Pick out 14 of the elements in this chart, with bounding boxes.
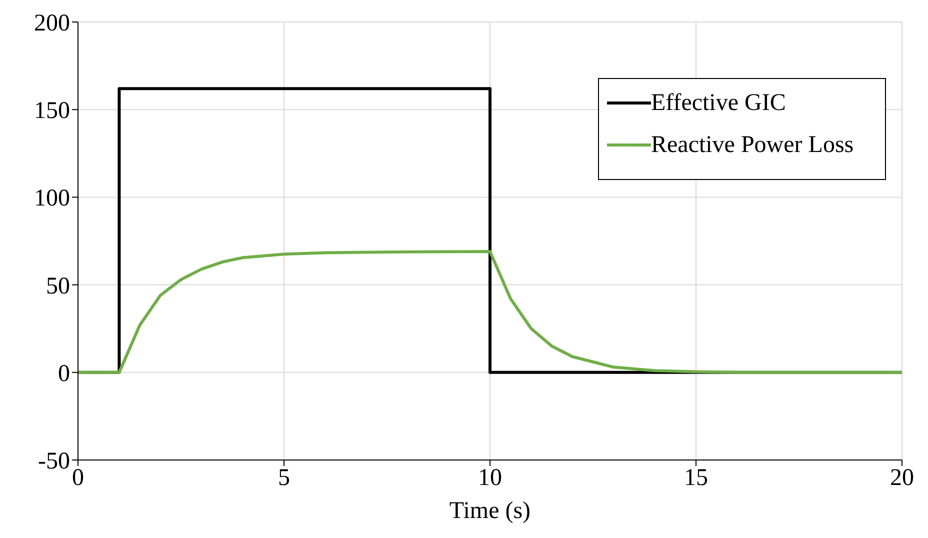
y-tick-label: 100 bbox=[34, 186, 70, 212]
x-tick-label: 20 bbox=[890, 465, 914, 492]
y-tick-label: -50 bbox=[38, 448, 70, 475]
x-tick-label: 10 bbox=[478, 465, 502, 492]
line-series bbox=[78, 250, 902, 374]
legend-label: Effective GIC bbox=[651, 89, 786, 117]
y-tick-label: 200 bbox=[34, 10, 70, 37]
x-tick-label: 15 bbox=[684, 465, 708, 492]
legend-label: Reactive Power Loss bbox=[651, 131, 854, 159]
y-tick-label: 150 bbox=[34, 98, 70, 124]
x-axis-title: Time (s) bbox=[449, 498, 531, 524]
y-tick-label: 0 bbox=[58, 360, 70, 387]
x-tick-label: 5 bbox=[278, 465, 290, 492]
y-tick-label: 50 bbox=[46, 273, 70, 300]
